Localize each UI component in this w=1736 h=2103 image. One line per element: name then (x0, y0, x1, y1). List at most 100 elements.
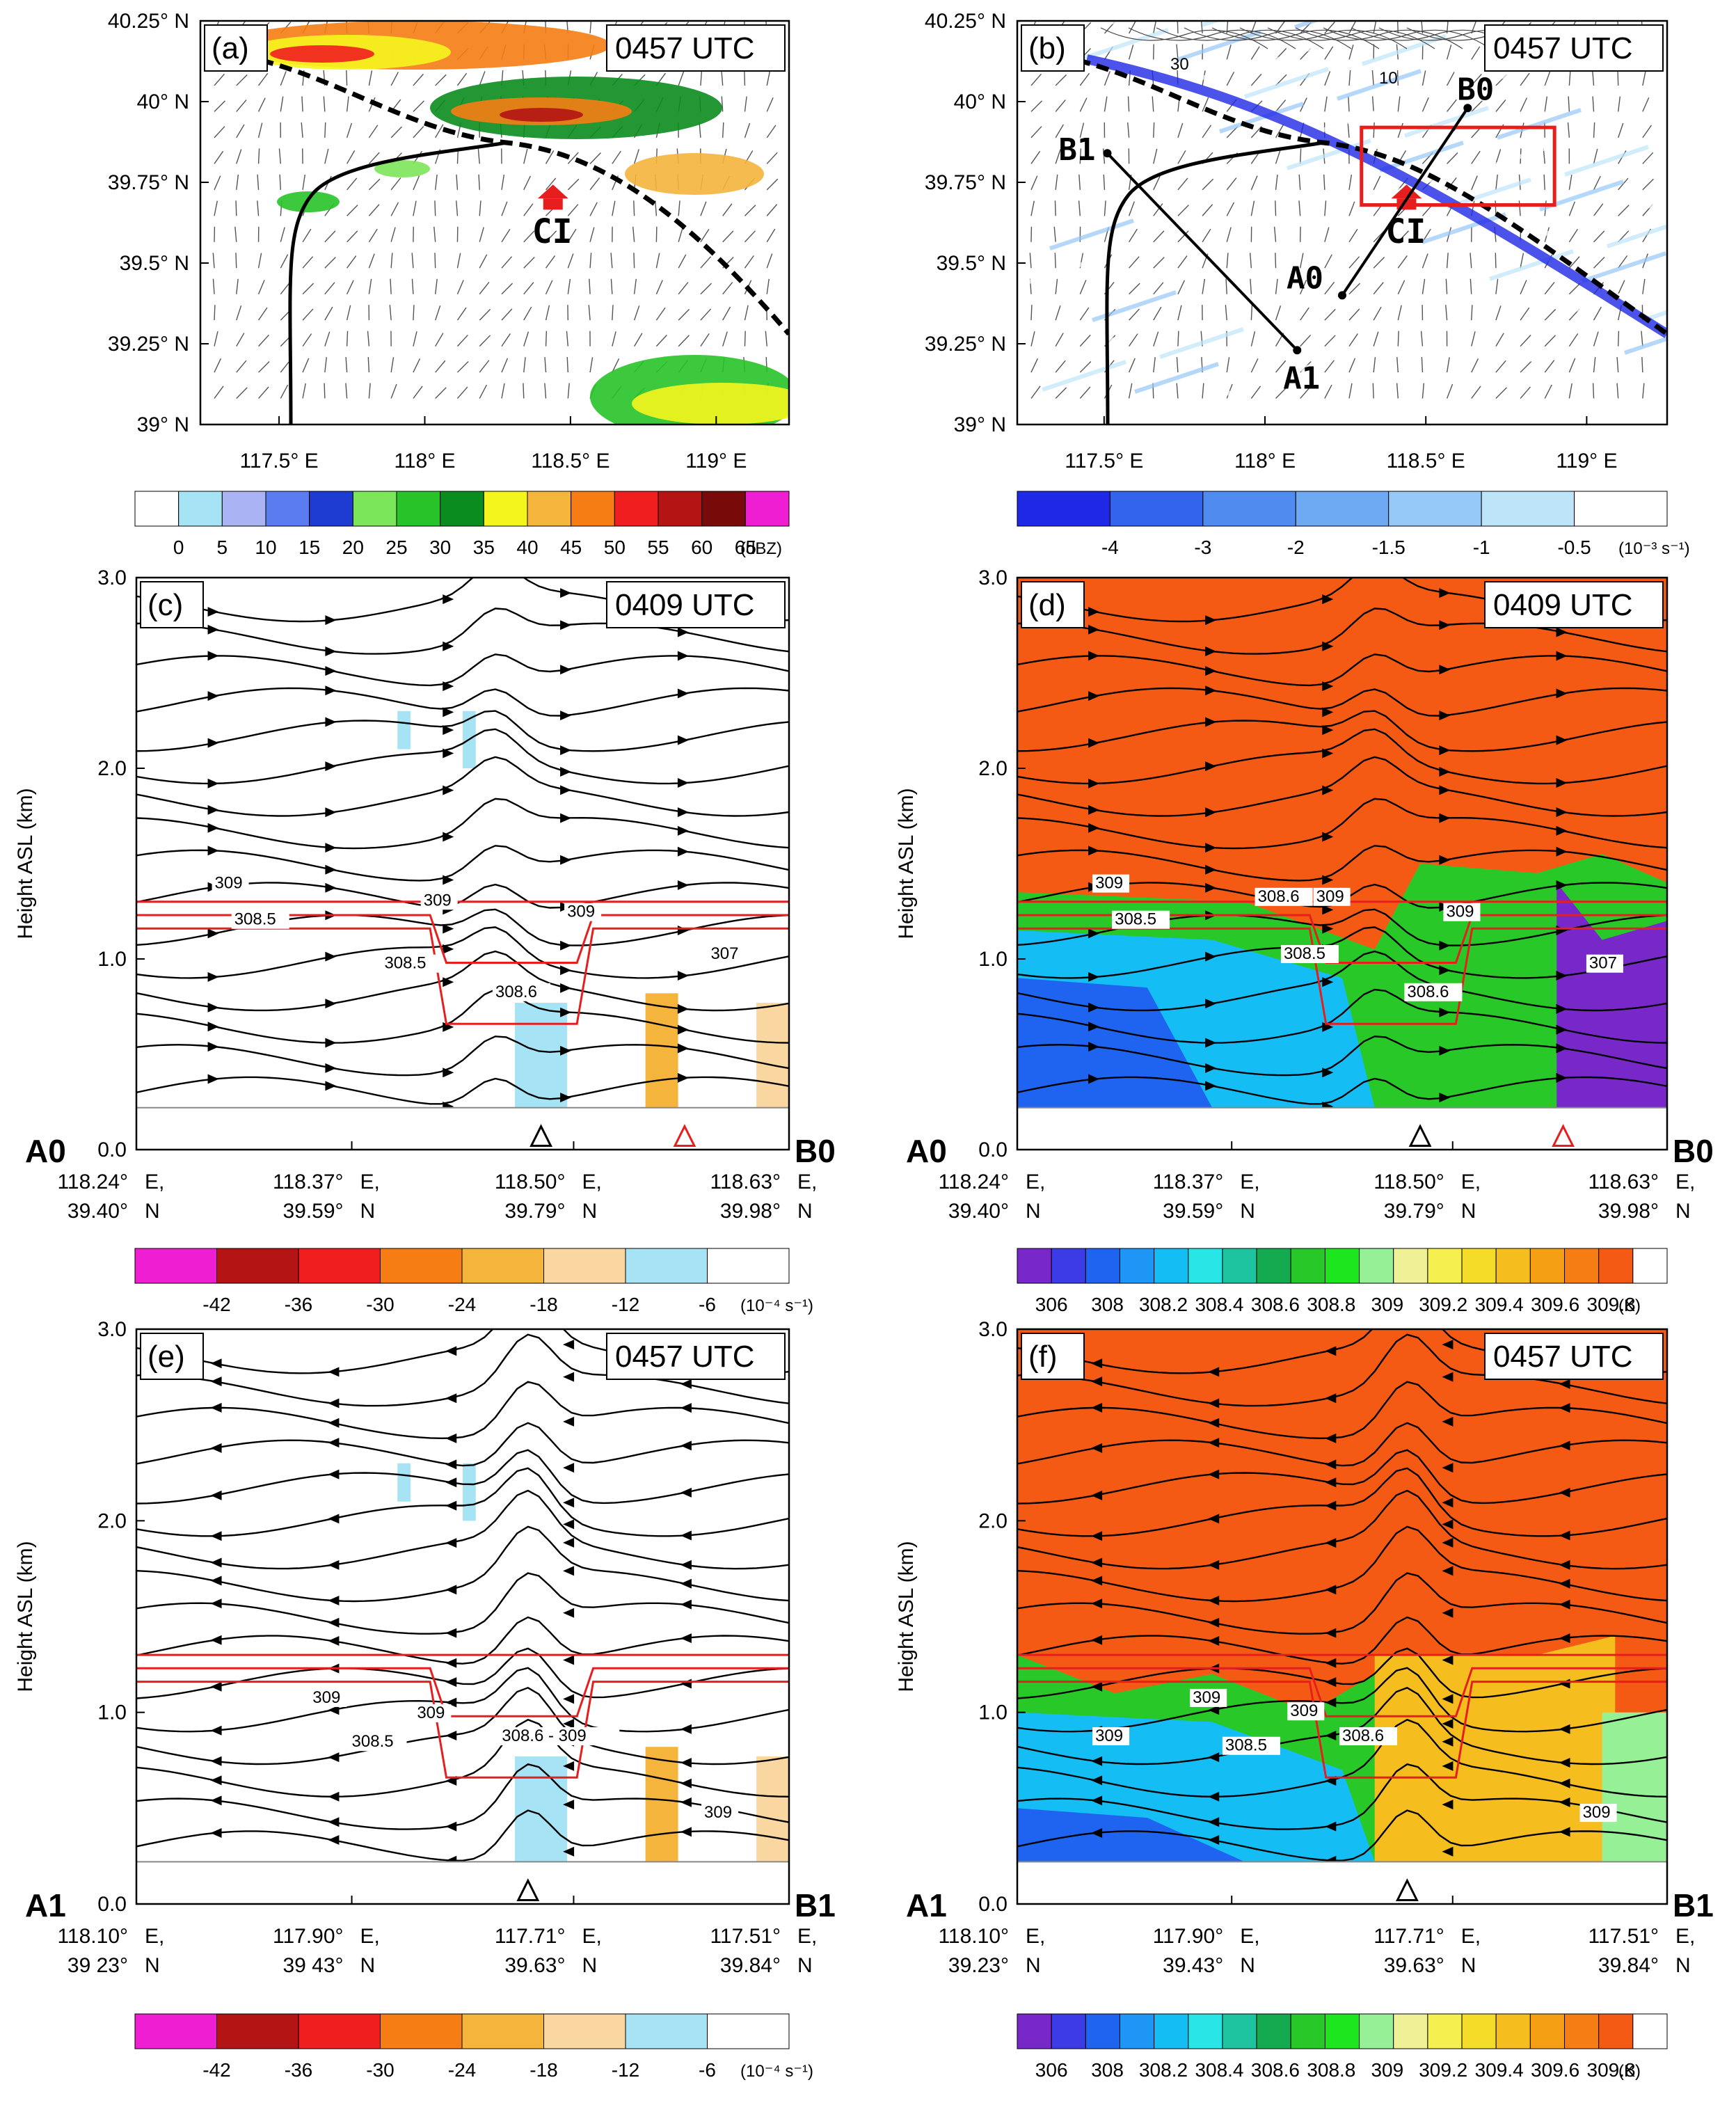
wind-barb (722, 306, 731, 321)
wind-barb (1226, 72, 1235, 86)
streamline (1017, 1809, 1667, 1862)
y-tick-label: 2.0 (97, 757, 127, 780)
wind-barb (546, 230, 557, 243)
wind-barb (523, 306, 532, 321)
wind-barb (634, 333, 643, 347)
wind-barb (589, 357, 594, 373)
wind-barb (1324, 227, 1330, 242)
convergence-band (1269, 32, 1354, 64)
panel-label: (c) (148, 588, 183, 622)
wind-barb (1348, 383, 1353, 399)
wind-barb (1446, 72, 1455, 86)
colorbar-swatch (1051, 2013, 1086, 2049)
wind-barb (434, 174, 438, 190)
wind-barb (1324, 360, 1335, 373)
wind-barb (1592, 70, 1595, 86)
streamline-arrow (560, 620, 572, 630)
streamline-arrow (560, 855, 572, 865)
wind-barb (589, 227, 595, 242)
y-tick-label: 39.75° N (108, 171, 189, 194)
cross-section-end (1463, 104, 1472, 113)
wind-barb (1226, 357, 1230, 373)
streamline-arrow (1559, 1724, 1570, 1734)
streamline-arrow (680, 1724, 692, 1734)
colorbar-swatch (1017, 2013, 1052, 2049)
streamline-arrow (1322, 785, 1334, 795)
panel-label: (e) (148, 1340, 185, 1374)
wind-barb (435, 124, 444, 138)
colorbar-label: -6 (699, 1294, 716, 1315)
streamline-arrow (680, 1827, 692, 1837)
wind-barb (257, 280, 265, 294)
wind-barb (744, 305, 749, 321)
x-tick-lat-unit: N (1240, 1200, 1255, 1223)
colorbar-label: -42 (202, 1294, 230, 1315)
wind-barb (589, 152, 601, 164)
wind-barb (1592, 383, 1595, 399)
wind-barb (1568, 283, 1581, 295)
panel-d: 309 308.5 308.6 309 309 308.5 308.6 307 (d) 0409 … (895, 566, 1714, 1223)
wind-barb (1202, 178, 1214, 191)
theta-cold-pool (1017, 978, 1213, 1108)
colorbar-swatch (1256, 1248, 1291, 1284)
time-label: 0457 UTC (1493, 31, 1633, 65)
streamline-arrow (563, 1340, 575, 1350)
streamline-arrow (1208, 1635, 1220, 1646)
colorbar-swatch (1017, 491, 1110, 527)
convergence-band (1429, 71, 1514, 103)
colorbar-label: 308.8 (1307, 2059, 1355, 2081)
wind-barb (655, 253, 660, 269)
wind-barb (545, 280, 553, 294)
colorbar-swatch (1188, 1248, 1223, 1284)
wind-barb (1153, 357, 1156, 373)
streamline-arrow (445, 1433, 457, 1443)
wind-barb (214, 331, 218, 347)
wind-barb (1079, 334, 1091, 347)
location-marker (1408, 1124, 1432, 1148)
wind-barb (523, 175, 531, 191)
wind-barb (700, 70, 703, 86)
streamline-arrow (445, 1731, 457, 1741)
streamline-arrow (1442, 1463, 1454, 1473)
divergence-patch (645, 993, 678, 1108)
streamline-arrow (210, 1531, 222, 1541)
x-tick-lat-unit: N (1240, 1954, 1255, 1977)
contour-label-bg (212, 874, 249, 893)
wind-barb (722, 122, 724, 138)
wind-barb (1250, 331, 1256, 347)
wind-barb (1226, 253, 1229, 269)
contour-label-bg (1339, 1727, 1397, 1745)
colorbar-swatch (1119, 1248, 1155, 1284)
wind-barb (722, 331, 728, 347)
wind-barb (433, 226, 436, 242)
wind-barb (1593, 203, 1604, 216)
contour-label: 309 (1193, 1688, 1220, 1707)
wind-barb (1520, 386, 1531, 399)
wind-barb (1544, 335, 1556, 347)
y-tick-label: 3.0 (978, 566, 1008, 589)
colorbar-swatch (1154, 1248, 1189, 1284)
wind-barb (324, 306, 333, 321)
wind-barb (1373, 175, 1381, 191)
contour-label: 309 (312, 1688, 340, 1707)
streamline-arrow (1556, 651, 1568, 661)
y-tick-label: 0.0 (978, 1893, 1008, 1916)
wind-barb (1152, 96, 1154, 112)
panel-f: 309 309 309 308.5 308.6 309 (f) 0457 UTC 3.0 2.0 1… (895, 1318, 1714, 1977)
x-tick-lat: 39.40° (67, 1200, 128, 1223)
streamline-arrow (1556, 1043, 1568, 1054)
convergence-band (1404, 106, 1489, 138)
wind-barb (1471, 73, 1482, 86)
colorbar-swatch (1632, 2013, 1668, 2049)
convergence-band (1017, 21, 1024, 23)
wind-barb (1250, 305, 1253, 321)
wind-barb (700, 333, 710, 347)
colorbar-label: 306 (1035, 2059, 1068, 2081)
wind-barb (567, 178, 580, 191)
colorbar-label: -36 (285, 2059, 312, 2081)
streamline-arrow (328, 1438, 340, 1448)
wind-barb (612, 200, 616, 216)
wind-barb (1055, 100, 1066, 112)
wind-barb (302, 174, 305, 190)
colorbar-swatch (707, 2013, 790, 2049)
